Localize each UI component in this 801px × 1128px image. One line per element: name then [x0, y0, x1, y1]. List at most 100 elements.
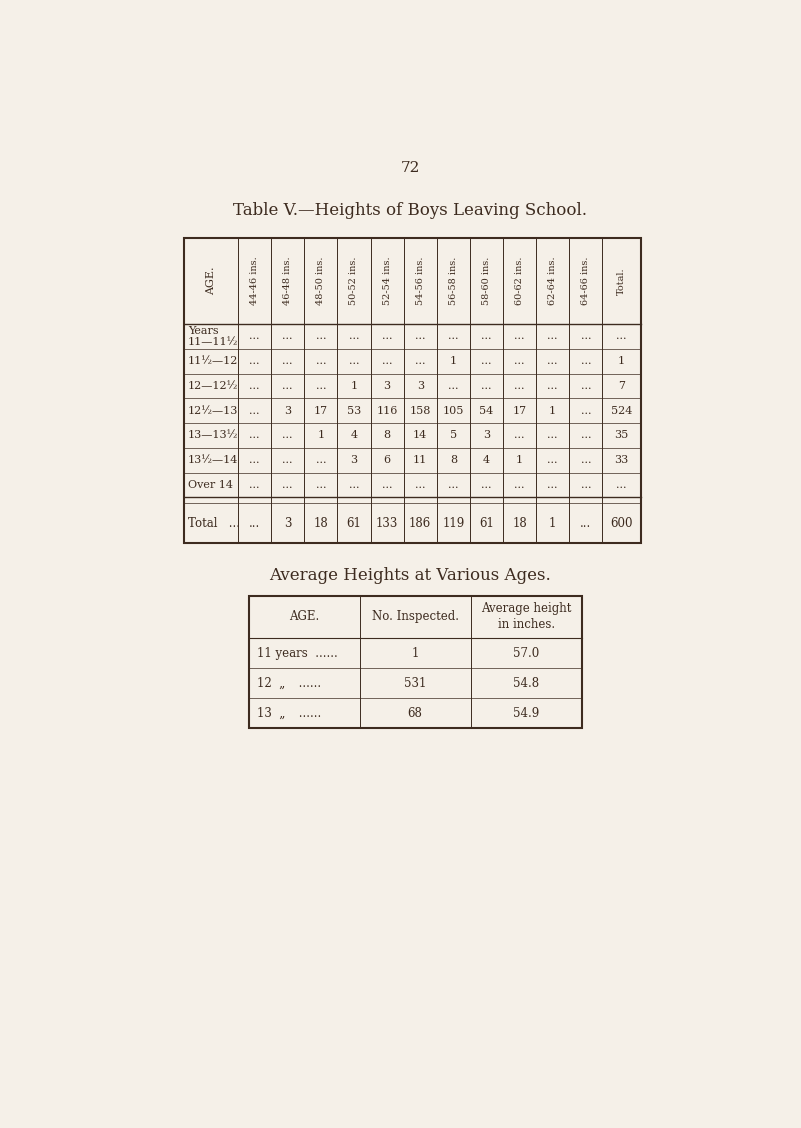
Text: ...: ...: [514, 356, 525, 367]
Text: 4: 4: [483, 455, 490, 465]
Text: 524: 524: [611, 406, 632, 415]
Text: ...: ...: [348, 479, 359, 490]
Text: 1: 1: [449, 356, 457, 367]
Text: ...: ...: [283, 479, 293, 490]
Text: 17: 17: [513, 406, 526, 415]
Text: 1: 1: [350, 381, 357, 391]
Text: 44-46 ins.: 44-46 ins.: [250, 256, 260, 306]
Text: ...: ...: [316, 455, 326, 465]
Text: 54.8: 54.8: [513, 677, 539, 689]
Text: 35: 35: [614, 431, 629, 440]
Text: 54-56 ins.: 54-56 ins.: [416, 257, 425, 306]
Text: 1: 1: [317, 431, 324, 440]
Text: ...: ...: [547, 479, 558, 490]
Text: 3: 3: [483, 431, 490, 440]
Text: ...: ...: [348, 356, 359, 367]
Text: ...: ...: [382, 332, 392, 342]
Text: ...: ...: [547, 381, 558, 391]
Text: ...: ...: [316, 381, 326, 391]
Text: 64-66 ins.: 64-66 ins.: [582, 257, 590, 306]
Text: Over 14: Over 14: [187, 479, 233, 490]
Text: ...: ...: [547, 431, 558, 440]
Text: 186: 186: [409, 517, 431, 530]
Text: 600: 600: [610, 517, 633, 530]
Text: ...: ...: [249, 381, 260, 391]
Text: ...: ...: [249, 406, 260, 415]
Text: 1: 1: [618, 356, 626, 367]
Text: 8: 8: [449, 455, 457, 465]
Text: ...: ...: [514, 332, 525, 342]
Text: ...: ...: [316, 479, 326, 490]
Text: 54: 54: [479, 406, 493, 415]
Text: ...: ...: [283, 381, 293, 391]
Text: ...: ...: [448, 332, 458, 342]
Text: 12—12½: 12—12½: [187, 381, 238, 391]
Text: AGE.: AGE.: [289, 610, 320, 624]
Text: AGE.: AGE.: [206, 266, 216, 296]
Text: 11 years  ......: 11 years ......: [256, 646, 337, 660]
Text: 3: 3: [417, 381, 424, 391]
Text: ...: ...: [581, 479, 591, 490]
Text: ...: ...: [249, 332, 260, 342]
Text: ...: ...: [581, 455, 591, 465]
Text: ...: ...: [249, 356, 260, 367]
Text: Table V.—Heights of Boys Leaving School.: Table V.—Heights of Boys Leaving School.: [233, 202, 587, 219]
Text: ...: ...: [547, 356, 558, 367]
Text: ...: ...: [448, 381, 458, 391]
Text: 61: 61: [479, 517, 494, 530]
Text: 4: 4: [350, 431, 357, 440]
Text: 14: 14: [413, 431, 427, 440]
Text: 58-60 ins.: 58-60 ins.: [482, 257, 491, 305]
Text: 57.0: 57.0: [513, 646, 540, 660]
Text: 133: 133: [376, 517, 398, 530]
Text: Total   ...: Total ...: [187, 517, 239, 530]
Bar: [183, 238, 641, 544]
Text: 105: 105: [443, 406, 464, 415]
Text: ...: ...: [283, 431, 293, 440]
Text: 119: 119: [442, 517, 465, 530]
Text: 3: 3: [350, 455, 357, 465]
Text: ...: ...: [249, 455, 260, 465]
Text: ...: ...: [580, 517, 591, 530]
Text: 33: 33: [614, 455, 629, 465]
Text: ...: ...: [514, 381, 525, 391]
Text: 18: 18: [512, 517, 527, 530]
Text: 11½—12: 11½—12: [187, 356, 238, 367]
Text: ...: ...: [514, 479, 525, 490]
Text: 11: 11: [413, 455, 427, 465]
Text: 1: 1: [516, 455, 523, 465]
Text: ...: ...: [283, 356, 293, 367]
Text: ...: ...: [581, 356, 591, 367]
Text: 531: 531: [404, 677, 426, 689]
Text: ...: ...: [316, 356, 326, 367]
Text: ...: ...: [249, 517, 260, 530]
Text: ...: ...: [249, 479, 260, 490]
Text: ...: ...: [547, 332, 558, 342]
Text: Average height
in inches.: Average height in inches.: [481, 602, 572, 632]
Text: 1: 1: [549, 517, 557, 530]
Text: 116: 116: [376, 406, 398, 415]
Text: 1: 1: [412, 646, 419, 660]
Text: ...: ...: [617, 332, 627, 342]
Text: ...: ...: [415, 479, 425, 490]
Text: ...: ...: [249, 431, 260, 440]
Text: 6: 6: [384, 455, 391, 465]
Text: ...: ...: [514, 431, 525, 440]
Text: ...: ...: [481, 356, 492, 367]
Text: 60-62 ins.: 60-62 ins.: [515, 257, 524, 306]
Text: ...: ...: [448, 479, 458, 490]
Text: ...: ...: [382, 356, 392, 367]
Text: ...: ...: [547, 455, 558, 465]
Text: 18: 18: [313, 517, 328, 530]
Text: ...: ...: [415, 332, 425, 342]
Text: ...: ...: [581, 332, 591, 342]
Text: 46-48 ins.: 46-48 ins.: [284, 256, 292, 306]
Text: 13  „   ......: 13 „ ......: [256, 707, 321, 720]
Text: 54.9: 54.9: [513, 707, 540, 720]
Text: 158: 158: [409, 406, 431, 415]
Text: 1: 1: [549, 406, 556, 415]
Text: 72: 72: [400, 161, 420, 175]
Text: 13½—14: 13½—14: [187, 455, 238, 465]
Text: ...: ...: [581, 431, 591, 440]
Text: 56-58 ins.: 56-58 ins.: [449, 257, 458, 305]
